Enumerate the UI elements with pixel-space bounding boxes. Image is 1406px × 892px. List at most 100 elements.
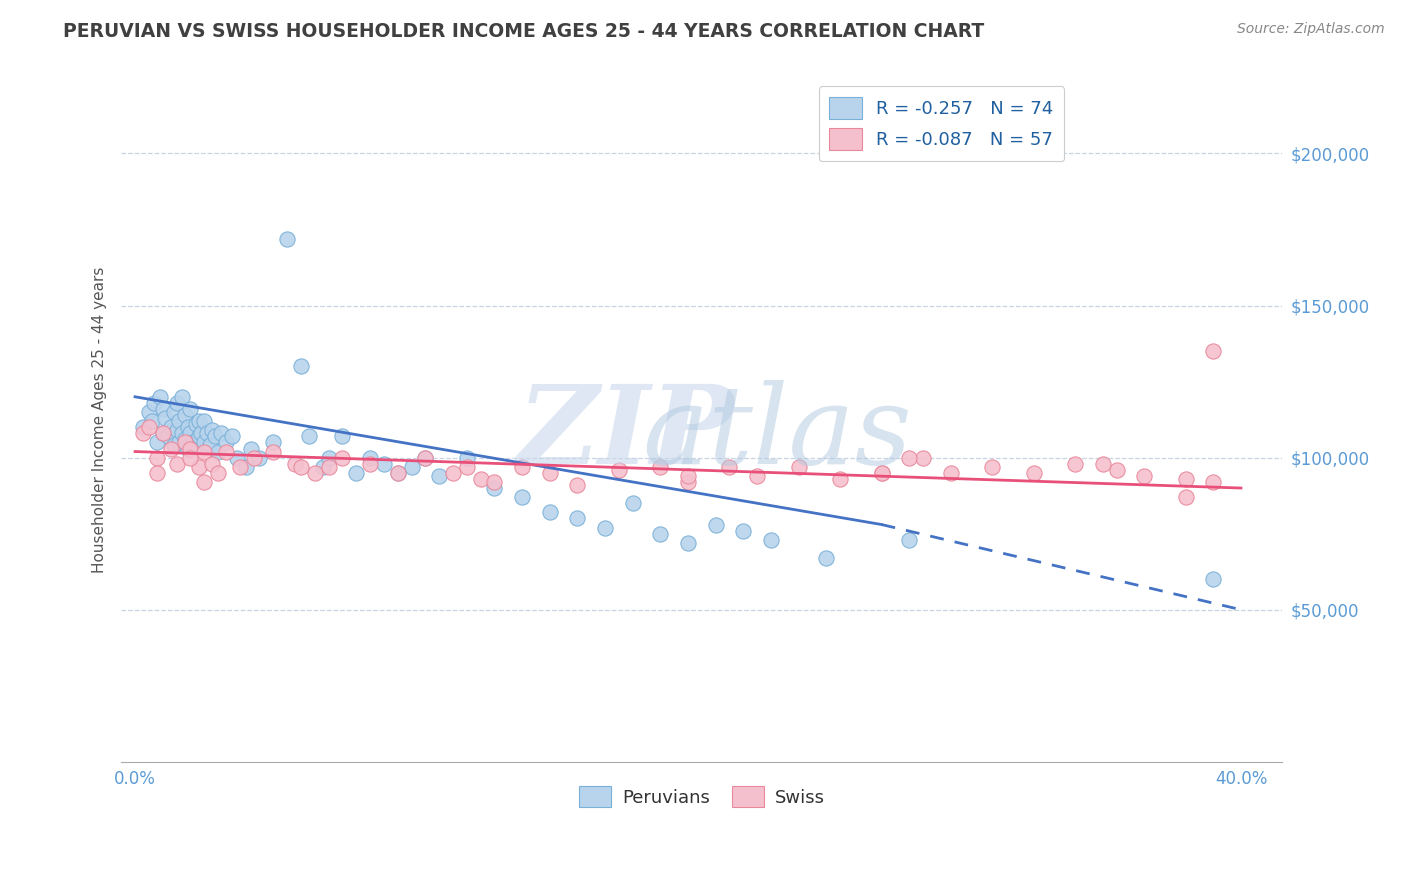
Point (179, 442, 201, 456)
Point (332, 429, 354, 443)
Point (415, 450, 437, 465)
Point (146, 450, 169, 465)
Point (704, 517, 727, 532)
Point (249, 450, 271, 465)
Point (318, 450, 340, 465)
Point (332, 450, 354, 465)
Text: Source: ZipAtlas.com: Source: ZipAtlas.com (1237, 22, 1385, 37)
Point (607, 463, 630, 477)
Point (510, 490, 533, 504)
Point (373, 457, 395, 471)
Point (484, 475, 506, 489)
Point (387, 466, 409, 480)
Point (209, 426, 232, 441)
Point (456, 459, 478, 474)
Point (981, 459, 1004, 474)
Point (621, 496, 644, 510)
Point (344, 466, 367, 480)
Point (184, 417, 207, 432)
Point (160, 442, 183, 456)
Point (650, 526, 672, 541)
Point (187, 459, 209, 474)
Point (387, 466, 409, 480)
Point (201, 423, 224, 437)
Point (229, 459, 252, 474)
Point (179, 450, 201, 465)
Point (262, 435, 284, 450)
Point (169, 435, 191, 450)
Point (538, 505, 561, 519)
Point (290, 459, 312, 474)
Point (187, 429, 209, 443)
Point (815, 551, 838, 566)
Point (1202, 344, 1225, 359)
Point (538, 466, 561, 480)
Point (187, 414, 209, 428)
Point (157, 429, 180, 443)
Point (190, 426, 212, 441)
Point (567, 511, 589, 525)
Point (911, 450, 934, 465)
Point (204, 429, 226, 443)
Point (312, 459, 335, 474)
Point (193, 435, 215, 450)
Point (207, 444, 229, 458)
Point (240, 442, 263, 456)
Point (155, 411, 177, 425)
Point (787, 459, 810, 474)
Point (401, 459, 423, 474)
Point (170, 426, 193, 441)
Point (166, 396, 188, 410)
Point (179, 426, 201, 441)
Point (152, 426, 174, 441)
Point (898, 533, 921, 547)
Point (176, 442, 198, 456)
Point (359, 457, 381, 471)
Point (1022, 466, 1045, 480)
Point (1202, 475, 1225, 489)
Point (243, 450, 266, 465)
Point (201, 457, 224, 471)
Point (1174, 490, 1197, 504)
Point (718, 459, 741, 474)
Point (149, 390, 172, 404)
Legend: Peruvians, Swiss: Peruvians, Swiss (571, 779, 832, 814)
Point (166, 457, 188, 471)
Point (195, 426, 218, 441)
Point (193, 444, 215, 458)
Point (173, 433, 195, 447)
Point (215, 444, 238, 458)
Point (441, 466, 464, 480)
Point (470, 472, 492, 486)
Point (1202, 572, 1225, 586)
Point (181, 435, 204, 450)
Point (262, 444, 284, 458)
Point (160, 420, 183, 434)
Point (733, 524, 755, 538)
Point (1064, 457, 1087, 471)
Point (193, 414, 215, 428)
Point (898, 450, 921, 465)
Point (676, 475, 699, 489)
Point (1091, 457, 1114, 471)
Text: atlas: atlas (643, 379, 912, 487)
Point (163, 405, 186, 419)
Point (676, 536, 699, 550)
Point (221, 429, 243, 443)
Point (146, 466, 169, 480)
Point (567, 478, 589, 492)
Point (143, 396, 166, 410)
Point (146, 435, 169, 450)
Point (1174, 472, 1197, 486)
Y-axis label: Householder Income Ages 25 - 44 years: Householder Income Ages 25 - 44 years (93, 267, 107, 573)
Point (132, 426, 155, 441)
Point (427, 468, 450, 483)
Point (152, 401, 174, 416)
Point (179, 401, 201, 416)
Point (1105, 463, 1128, 477)
Point (298, 429, 321, 443)
Point (284, 457, 307, 471)
Point (870, 466, 893, 480)
Point (415, 450, 437, 465)
Point (173, 408, 195, 422)
